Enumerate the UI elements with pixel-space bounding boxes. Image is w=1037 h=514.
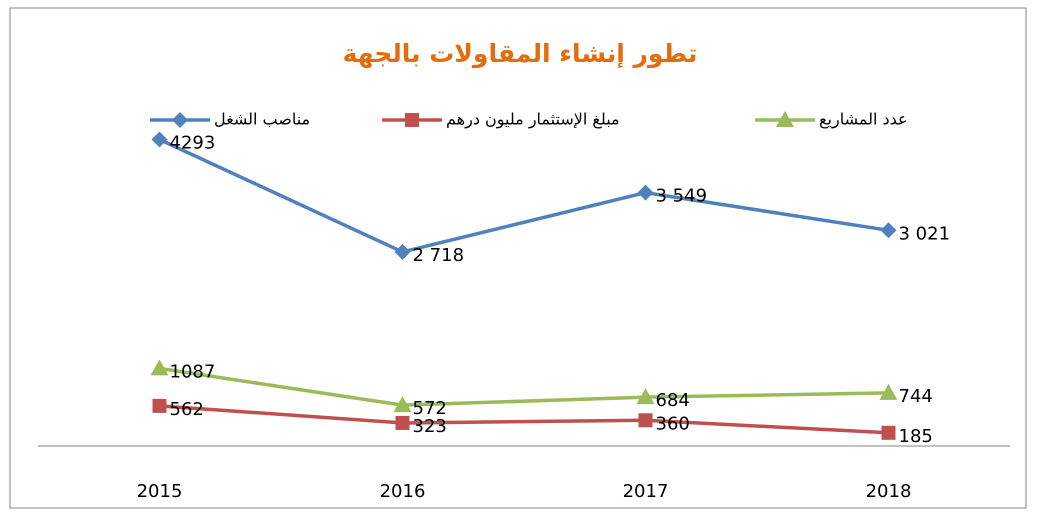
- data-label: 684: [656, 390, 690, 411]
- legend-marker: [172, 112, 188, 128]
- data-label: 185: [899, 426, 933, 447]
- data-point: [150, 359, 169, 376]
- data-label: 323: [413, 416, 447, 437]
- x-tick-label: 2016: [380, 481, 426, 502]
- legend-label: مبلغ الإستثمار مليون درهم: [446, 110, 620, 130]
- data-label: 360: [656, 413, 690, 434]
- legend-marker: [405, 113, 419, 127]
- x-tick-label: 2018: [866, 481, 912, 502]
- legend-label: مناصب الشغل: [214, 110, 310, 129]
- data-label: 2 718: [413, 245, 465, 266]
- legend-marker: [776, 111, 794, 127]
- data-label: 3 549: [656, 186, 708, 207]
- chart-border: [9, 7, 1027, 509]
- data-point: [151, 131, 168, 148]
- data-point: [395, 415, 410, 430]
- x-tick-label: 2015: [137, 481, 183, 502]
- data-label: 4293: [170, 132, 216, 153]
- data-point: [881, 425, 896, 440]
- x-tick-label: 2017: [623, 481, 669, 502]
- legend-label: عدد المشاريع: [819, 110, 908, 130]
- series-line: [158, 137, 889, 254]
- data-point: [637, 184, 654, 201]
- data-label: 1087: [170, 361, 216, 382]
- data-point: [393, 396, 412, 413]
- data-point: [636, 388, 655, 405]
- data-point: [880, 222, 897, 239]
- chart-title: تطور إنشاء المقاولات بالجهة: [343, 39, 698, 69]
- data-point: [879, 383, 898, 400]
- data-point: [394, 243, 411, 260]
- data-point: [152, 398, 167, 413]
- data-label: 562: [170, 399, 204, 420]
- data-label: 572: [413, 398, 447, 419]
- data-point: [638, 413, 653, 428]
- series-line: [159, 404, 889, 435]
- data-label: 744: [899, 386, 933, 407]
- series-line: [159, 366, 889, 407]
- data-label: 3 021: [899, 223, 951, 244]
